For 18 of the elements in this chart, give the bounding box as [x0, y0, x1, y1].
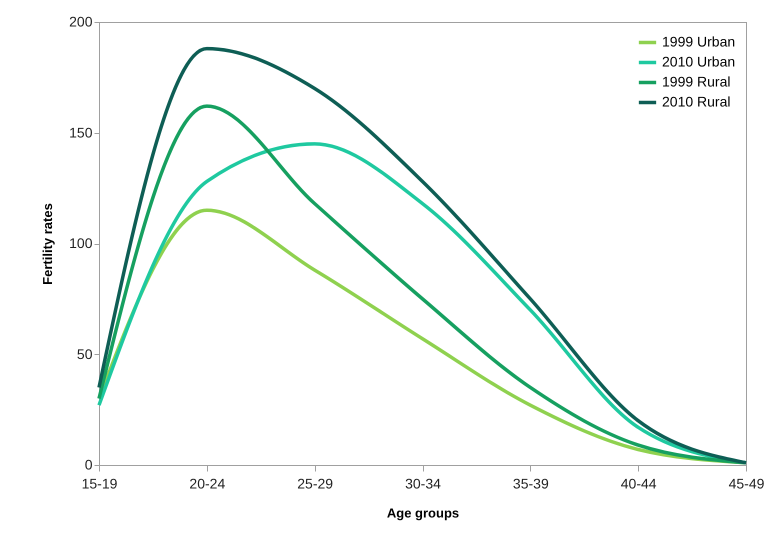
- x-tick-label: 30-34: [405, 476, 442, 492]
- y-tick-label: 200: [69, 14, 93, 30]
- x-tick-label: 20-24: [189, 476, 226, 492]
- x-axis-title: Age groups: [386, 506, 460, 520]
- x-tick-label: 40-44: [620, 476, 657, 492]
- y-tick-label: 0: [84, 456, 93, 472]
- legend-label: 2010 Rural: [662, 94, 730, 110]
- y-axis-title: Fertility rates: [40, 203, 56, 285]
- x-tick-label: 15-19: [82, 476, 118, 492]
- y-tick-label: 100: [69, 235, 93, 251]
- x-tick-label: 35-39: [512, 476, 549, 492]
- x-tick-label: 25-29: [297, 476, 334, 492]
- legend-label: 1999 Rural: [662, 74, 730, 90]
- y-tick-label: 150: [69, 124, 93, 140]
- y-tick-label: 50: [76, 346, 93, 362]
- legend-label: 1999 Urban: [662, 34, 736, 50]
- legend-label: 2010 Urban: [662, 54, 736, 70]
- x-tick-label: 45-49: [728, 476, 765, 492]
